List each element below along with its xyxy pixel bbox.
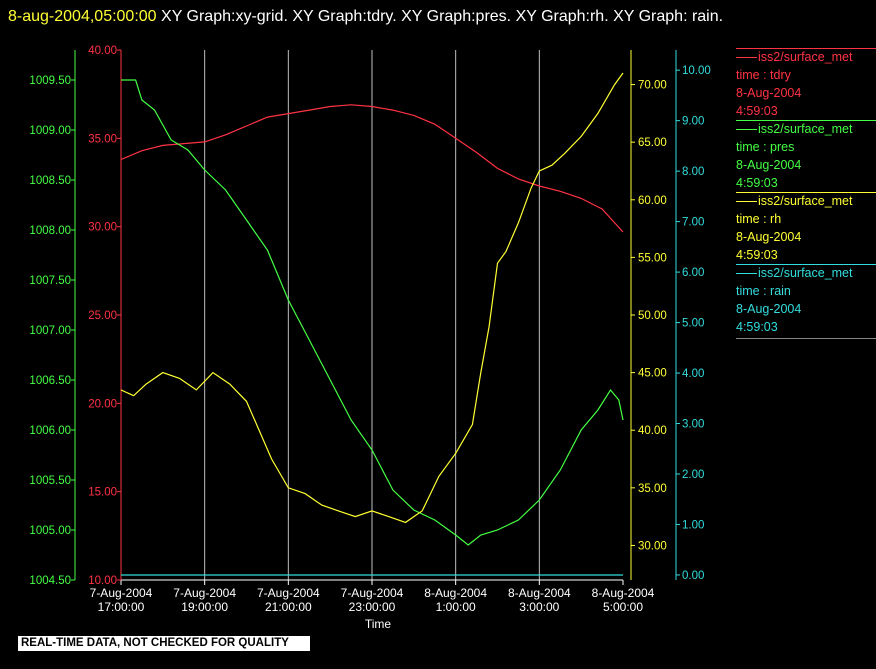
pres-y-tick-label: 1009.50 xyxy=(29,75,71,87)
tdry-y-tick-label: 25.00 xyxy=(88,310,117,322)
rain-y-tick-label: 5.00 xyxy=(682,318,704,330)
graph-title-text: XY Graph:xy-grid. XY Graph:tdry. XY Grap… xyxy=(161,8,724,25)
rain-y-tick-label: 4.00 xyxy=(682,368,704,380)
rh-y-tick-label: 50.00 xyxy=(638,310,667,322)
legend-rule xyxy=(736,120,876,121)
legend-var: time : rh xyxy=(736,212,782,226)
graph-timestamp: 8-aug-2004,05:00:00 xyxy=(8,8,157,25)
rh-y-tick-label: 55.00 xyxy=(638,252,667,264)
legend-date: 8-Aug-2004 xyxy=(736,86,802,100)
rh-y-tick-label: 70.00 xyxy=(638,80,667,92)
legend-time: 4:59:03 xyxy=(736,320,778,334)
pres-y-tick-label: 1008.00 xyxy=(29,225,71,237)
legend-rule xyxy=(736,48,876,49)
legend-bottom-rule xyxy=(736,338,876,339)
rh-y-tick-label: 40.00 xyxy=(638,425,667,437)
x-tick-label-time: 19:00:00 xyxy=(181,600,228,614)
x-tick-label-date: 8-Aug-2004 xyxy=(508,586,571,600)
rh-y-tick-label: 45.00 xyxy=(638,368,667,380)
pres-y-tick-label: 1006.50 xyxy=(29,375,71,387)
legend-var: time : rain xyxy=(736,284,791,298)
rh-series-line xyxy=(120,72,624,524)
legend-date: 8-Aug-2004 xyxy=(736,302,802,316)
tdry-series-line xyxy=(120,104,624,233)
x-axis-title: Time xyxy=(364,617,392,631)
legend-swatch xyxy=(736,129,757,131)
tdry-y-tick-label: 30.00 xyxy=(88,222,117,234)
tdry-y-tick-label: 35.00 xyxy=(88,133,117,145)
x-tick-label-time: 17:00:00 xyxy=(98,600,145,614)
legend-source: iss2/surface_met xyxy=(758,194,853,208)
rh-y-tick-label: 60.00 xyxy=(638,195,667,207)
legend-var: time : tdry xyxy=(736,68,791,82)
legend-swatch xyxy=(736,201,757,203)
legend: iss2/surface_met time : tdry 8-Aug-2004 4:5… xyxy=(736,48,876,336)
pres-y-tick-label: 1006.00 xyxy=(29,425,71,437)
legend-source: iss2/surface_met xyxy=(758,50,853,64)
pres-y-tick-label: 1008.50 xyxy=(29,175,71,187)
rain-y-tick-label: 2.00 xyxy=(682,469,704,481)
x-tick-label-date: 8-Aug-2004 xyxy=(592,586,655,600)
rain-y-tick-label: 9.00 xyxy=(682,116,704,128)
pres-series-line xyxy=(121,79,624,546)
pres-y-tick-label: 1007.50 xyxy=(29,275,71,287)
x-tick-label-time: 21:00:00 xyxy=(265,600,312,614)
tdry-y-tick-label: 40.00 xyxy=(88,45,117,57)
x-tick-label-time: 3:00:00 xyxy=(519,600,559,614)
legend-date: 8-Aug-2004 xyxy=(736,230,802,244)
rh-y-tick-label: 35.00 xyxy=(638,483,667,495)
x-tick-label-date: 8-Aug-2004 xyxy=(424,586,487,600)
legend-source: iss2/surface_met xyxy=(758,122,853,136)
rain-y-tick-label: 8.00 xyxy=(682,166,704,178)
legend-rule xyxy=(736,192,876,193)
rain-y-tick-label: 7.00 xyxy=(682,217,704,229)
legend-time: 4:59:03 xyxy=(736,176,778,190)
legend-time: 4:59:03 xyxy=(736,248,778,262)
legend-time: 4:59:03 xyxy=(736,104,778,118)
graph-title: 8-aug-2004,05:00:00 XY Graph:xy-grid. XY… xyxy=(8,2,868,32)
x-tick-label-date: 7-Aug-2004 xyxy=(90,586,153,600)
x-tick-label-time: 1:00:00 xyxy=(436,600,476,614)
rain-y-tick-label: 3.00 xyxy=(682,419,704,431)
legend-swatch xyxy=(736,57,757,59)
legend-series-name: iss2/surface_met xyxy=(736,192,876,210)
tdry-y-tick-label: 10.00 xyxy=(88,575,117,587)
quality-disclaimer: REAL-TIME DATA, NOT CHECKED FOR QUALITY xyxy=(18,636,310,651)
legend-series-name: iss2/surface_met xyxy=(736,264,876,282)
legend-var: time : pres xyxy=(736,140,795,154)
rain-y-tick-label: 6.00 xyxy=(682,267,704,279)
tdry-y-tick-label: 15.00 xyxy=(88,487,117,499)
legend-date: 8-Aug-2004 xyxy=(736,158,802,172)
x-tick-label-date: 7-Aug-2004 xyxy=(257,586,320,600)
pres-y-tick-label: 1004.50 xyxy=(29,575,71,587)
rain-y-tick-label: 0.00 xyxy=(682,570,704,582)
x-tick-label-time: 5:00:00 xyxy=(603,600,643,614)
pres-y-tick-label: 1009.00 xyxy=(29,125,71,137)
legend-series-name: iss2/surface_met xyxy=(736,120,876,138)
rh-y-tick-label: 30.00 xyxy=(638,540,667,552)
rain-y-tick-label: 10.00 xyxy=(682,65,711,77)
tdry-y-tick-label: 20.00 xyxy=(88,398,117,410)
legend-rule xyxy=(736,264,876,265)
legend-swatch xyxy=(736,273,757,275)
pres-y-tick-label: 1007.00 xyxy=(29,325,71,337)
legend-series-name: iss2/surface_met xyxy=(736,48,876,66)
x-tick-label-date: 7-Aug-2004 xyxy=(341,586,404,600)
rain-y-tick-label: 1.00 xyxy=(682,519,704,531)
x-tick-label-time: 23:00:00 xyxy=(349,600,396,614)
pres-y-tick-label: 1005.00 xyxy=(29,525,71,537)
pres-y-tick-label: 1005.50 xyxy=(29,475,71,487)
rh-y-tick-label: 65.00 xyxy=(638,137,667,149)
x-tick-label-date: 7-Aug-2004 xyxy=(173,586,236,600)
legend-source: iss2/surface_met xyxy=(758,266,853,280)
